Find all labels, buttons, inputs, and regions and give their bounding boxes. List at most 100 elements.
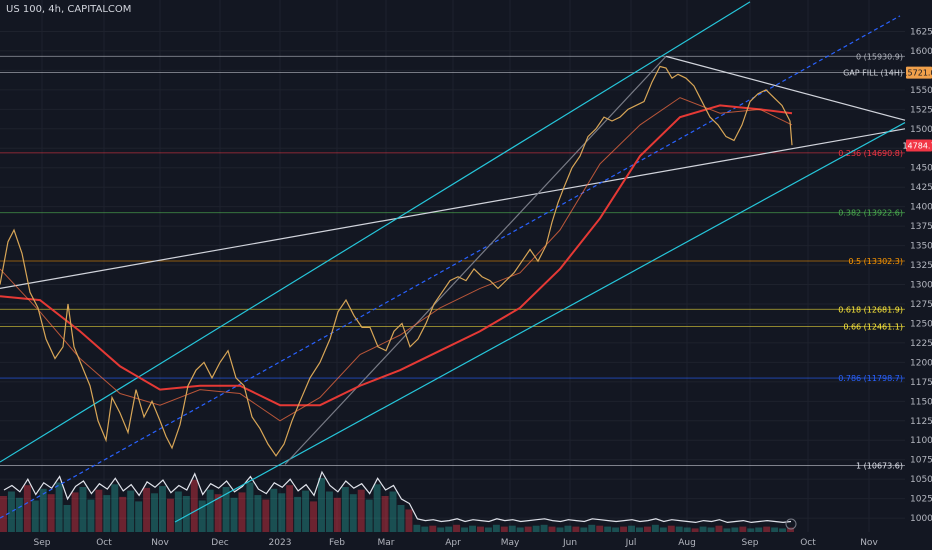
volume-bar [358,490,365,532]
price-tick-label: 10750.0 [910,456,932,466]
trendline[interactable] [175,123,905,522]
volume-bar [72,492,79,532]
volume-bar [286,485,293,532]
volume-bar [708,528,715,533]
volume-bar [652,525,659,532]
volume-bar [461,528,468,533]
time-tick-label: Sep [742,538,759,548]
volume-bar [477,527,484,532]
price-tick-label: 15000.0 [910,125,932,135]
price-tick-label: 11000.0 [910,436,932,446]
volume-bar [390,492,397,533]
price-tick-label: 12500.0 [910,319,932,329]
volume-bar [350,494,357,532]
volume-bar [564,526,571,532]
trendline[interactable] [0,16,900,518]
time-tick-label: Apr [445,538,461,548]
volume-bar [382,496,389,532]
time-tick-label: Nov [151,538,169,548]
volume-bar [262,500,269,532]
time-axis[interactable]: Sep Oct Nov Dec 2023 Feb Mar Apr May Jun Jul Aug Sep… [34,538,879,548]
volume-bar [453,525,460,532]
volume-bar [127,491,134,532]
time-tick-label: May [501,538,520,548]
time-tick-label: Jul [625,538,637,548]
time-tick-label: Sep [34,538,51,548]
volume-bar [80,487,87,532]
price-tick-label: 12750.0 [910,300,932,310]
price-tick-label: 10500.0 [910,475,932,485]
volume-bar [731,528,738,533]
fib-level-label: 0.618 (12681.9) [838,305,903,314]
price-tick-label: 16250.0 [910,27,932,37]
price-tick-label: 14250.0 [910,183,932,193]
volume-bar [684,528,691,533]
volume-bar [366,500,373,532]
fib-level-label: 1 (10673.6) [856,462,903,471]
time-tick-label: Oct [800,538,816,548]
volume-bar [103,495,110,532]
volume-bar [596,526,603,532]
symbol-title[interactable]: US 100, 4h, CAPITALCOM [6,4,131,15]
volume-bar [620,527,627,532]
trendline[interactable] [0,2,750,462]
time-tick-label: Mar [378,538,395,548]
price-tick-label: 14000.0 [910,203,932,213]
fib-level-label: 0 (15930.9) [856,52,903,61]
price-axis[interactable]: 16250.016000.015750.015500.015250.015000… [910,27,932,524]
trendline[interactable] [285,56,666,464]
fib-level-label: 0.382 (13922.6) [838,209,903,218]
volume-bar [167,499,174,532]
volume-bar [437,528,444,533]
volume-bar [159,486,166,532]
volume-bar [660,528,667,533]
volume-bar [175,492,182,533]
volume-bar [779,528,786,532]
volume-bar [111,484,118,532]
time-tick-label: 2023 [269,538,292,548]
volume-bar [549,527,556,532]
time-tick-label: Oct [96,538,112,548]
volume-bar [231,498,238,532]
volume-bar [239,492,246,532]
volume-bar [326,492,333,533]
volume-bar [405,510,412,533]
volume-bar [8,492,15,533]
volume-bar [700,527,707,532]
volume-bar [334,498,341,532]
price-tick-label: 13750.0 [910,222,932,232]
volume-bar [24,485,31,532]
volume-bar [723,528,730,532]
price-tick-label: 11250.0 [910,417,932,427]
volume-bar [32,501,39,533]
price-tick-label: 15500.0 [910,86,932,96]
volume-bar [48,494,55,532]
price-tick-label: 13000.0 [910,281,932,291]
fib-level-label: GAP FILL (14H) [843,69,903,78]
volume-bar [151,493,158,532]
volume-bar [421,527,428,532]
price-tick-label: 12000.0 [910,358,932,368]
volume-bar [429,526,436,532]
volume-bar [604,527,611,532]
volume-bar [310,501,317,532]
price-tick-label: 13500.0 [910,242,932,252]
volume-bar [0,496,7,532]
volume-bar [16,498,23,532]
volume-bar [294,497,301,532]
price-tick-label: 15250.0 [910,105,932,115]
fib-level-label: 0.66 (12461.1) [843,322,903,331]
volume-bar [517,528,524,533]
volume-bar [747,528,754,532]
volume-bar [739,527,746,532]
volume-bar [143,488,150,532]
volume-bar [501,527,508,532]
volume-bar [493,525,500,532]
volume-bar [445,527,452,532]
volume-bar [191,480,198,532]
volume-bar [580,528,587,533]
volume-bar [628,526,635,532]
volume-bar [763,527,770,532]
fib-level-label: 0.5 (13302.3) [848,257,903,266]
